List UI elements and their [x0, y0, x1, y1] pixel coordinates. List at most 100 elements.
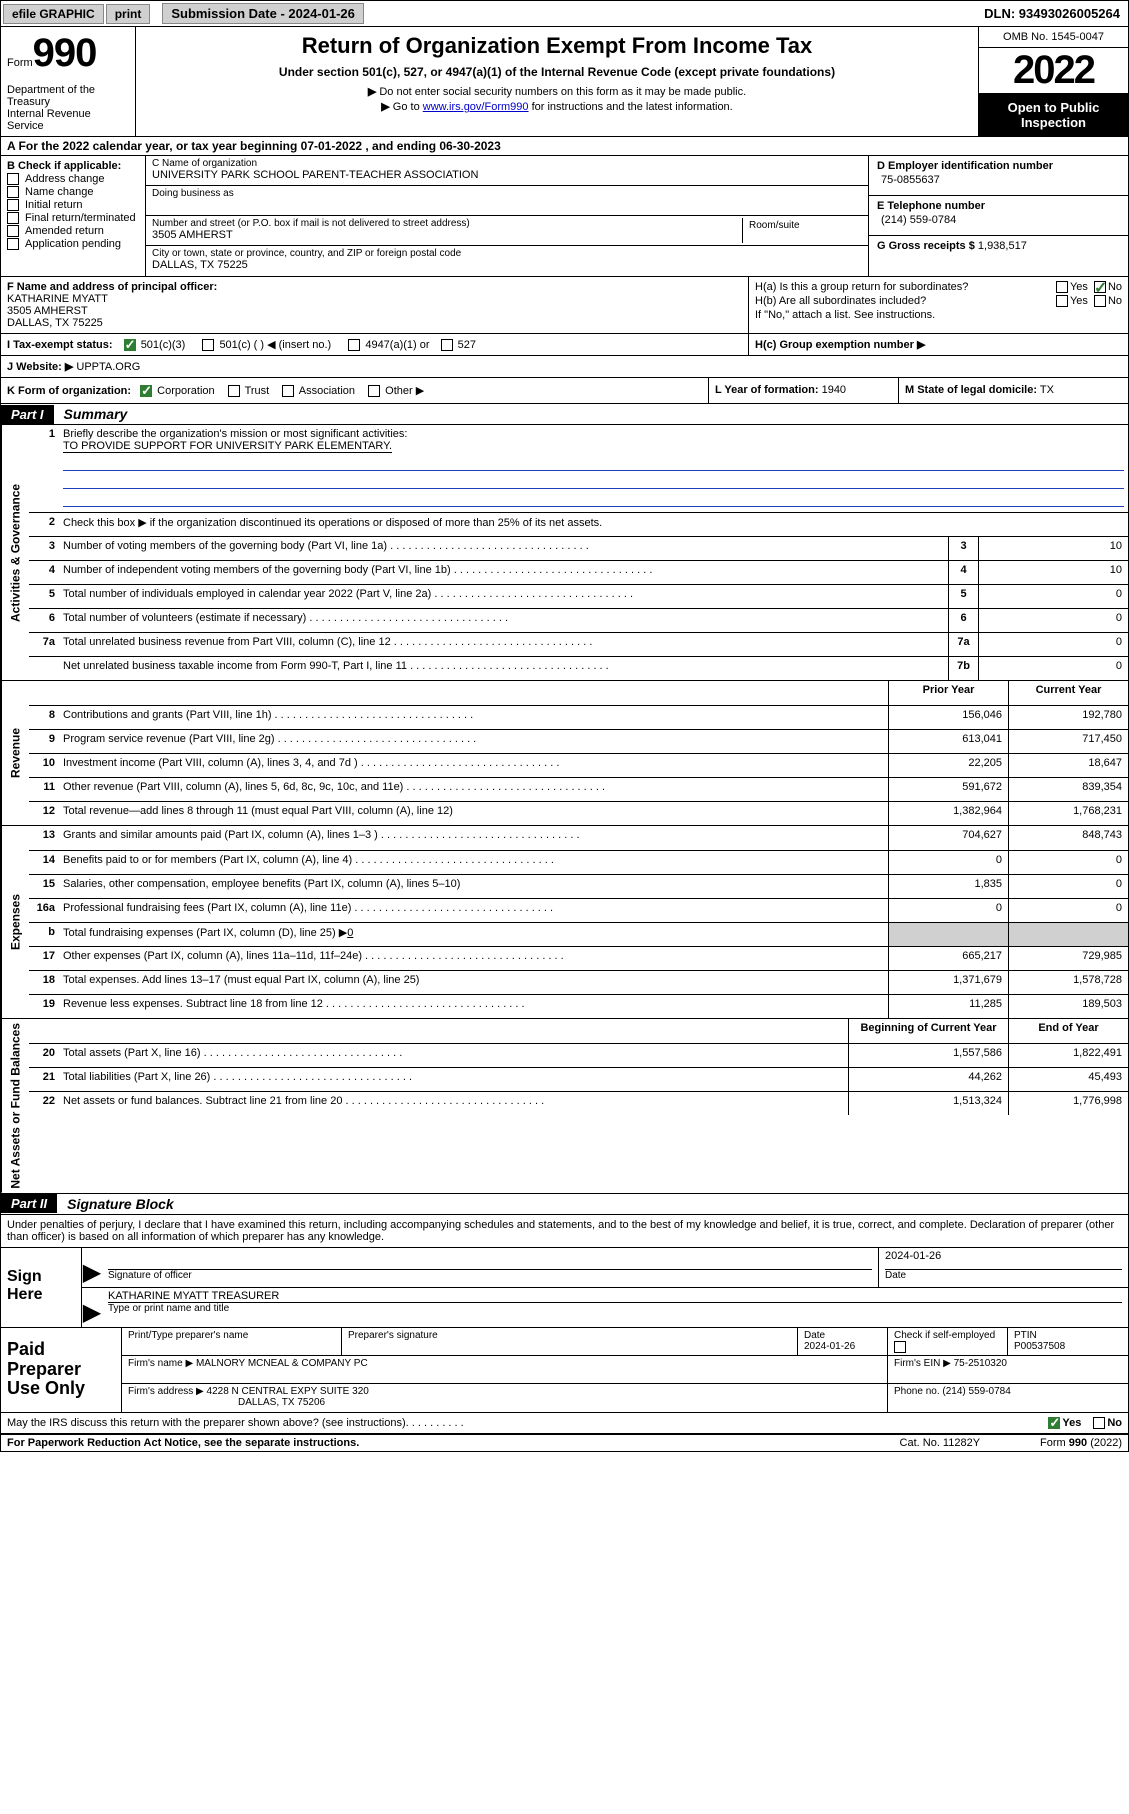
- hb-no-checkbox[interactable]: [1094, 295, 1106, 307]
- boxes-bcdeg: B Check if applicable: Address change Na…: [1, 156, 1128, 277]
- line22-current: 1,776,998: [1008, 1092, 1128, 1115]
- 4947-checkbox[interactable]: [348, 339, 360, 351]
- submission-date-button[interactable]: Submission Date - 2024-01-26: [162, 3, 364, 24]
- checkbox-address-change[interactable]: [7, 173, 19, 185]
- ha-no-checkbox[interactable]: [1094, 281, 1106, 293]
- line10-current: 18,647: [1008, 754, 1128, 777]
- preparer-name-label: Print/Type preparer's name: [122, 1328, 342, 1355]
- addr-label: Number and street (or P.O. box if mail i…: [152, 218, 742, 229]
- irs-no-checkbox[interactable]: [1093, 1417, 1105, 1429]
- 501c3-checkbox[interactable]: [124, 339, 136, 351]
- corp-checkbox[interactable]: [140, 385, 152, 397]
- row-j: J Website: ▶ UPPTA.ORG: [1, 356, 1128, 378]
- website-value: UPPTA.ORG: [76, 361, 140, 373]
- hb-yes-checkbox[interactable]: [1056, 295, 1068, 307]
- efile-graphic-button[interactable]: efile GRAPHIC: [3, 4, 104, 24]
- line18-prior: 1,371,679: [888, 971, 1008, 994]
- firm-name: MALNORY MCNEAL & COMPANY PC: [196, 1358, 368, 1369]
- box-hc: H(c) Group exemption number ▶: [748, 334, 1128, 355]
- box-f: F Name and address of principal officer:…: [1, 277, 748, 333]
- line19-label: Revenue less expenses. Subtract line 18 …: [59, 995, 888, 1018]
- row-fh: F Name and address of principal officer:…: [1, 277, 1128, 334]
- form-frame: Form990 Department of the Treasury Inter…: [0, 26, 1129, 1452]
- phone-value: (214) 559-0784: [877, 212, 1120, 226]
- vtab-revenue: Revenue: [1, 681, 29, 825]
- signature-officer-label: Signature of officer: [108, 1270, 872, 1281]
- irs-discuss-row: May the IRS discuss this return with the…: [1, 1413, 1128, 1435]
- state-domicile: TX: [1040, 384, 1054, 396]
- line17-label: Other expenses (Part IX, column (A), lin…: [59, 947, 888, 970]
- firm-addr1: 4228 N CENTRAL EXPY SUITE 320: [207, 1386, 369, 1397]
- line19-current: 189,503: [1008, 995, 1128, 1018]
- cat-number: Cat. No. 11282Y: [900, 1437, 981, 1449]
- print-button[interactable]: print: [106, 4, 151, 24]
- line14-label: Benefits paid to or for members (Part IX…: [59, 851, 888, 874]
- 501c-checkbox[interactable]: [202, 339, 214, 351]
- sign-here-label: Sign Here: [1, 1248, 81, 1327]
- line13-label: Grants and similar amounts paid (Part IX…: [59, 826, 888, 850]
- ein-value: 75-0855637: [877, 172, 1120, 186]
- goto-note: Go to www.irs.gov/Form990 for instructio…: [144, 100, 970, 113]
- preparer-date: 2024-01-26: [804, 1341, 855, 1352]
- form-prefix: Form: [7, 57, 33, 69]
- line16b-prior-shade: [888, 923, 1008, 946]
- firm-addr2: DALLAS, TX 75206: [238, 1397, 325, 1408]
- boxes-deg: D Employer identification number 75-0855…: [868, 156, 1128, 276]
- row-i-hc: I Tax-exempt status: 501(c)(3) 501(c) ( …: [1, 334, 1128, 356]
- line13-prior: 704,627: [888, 826, 1008, 850]
- checkbox-initial-return[interactable]: [7, 199, 19, 211]
- header-right: OMB No. 1545-0047 2022 Open to Public In…: [978, 27, 1128, 136]
- paid-preparer-label: Paid Preparer Use Only: [1, 1328, 121, 1412]
- line21-current: 45,493: [1008, 1068, 1128, 1091]
- preparer-date-label: Date: [804, 1330, 825, 1341]
- line11-prior: 591,672: [888, 778, 1008, 801]
- hb-label: H(b) Are all subordinates included?: [755, 295, 1056, 307]
- line14-current: 0: [1008, 851, 1128, 874]
- box-b-label: B Check if applicable:: [7, 160, 139, 172]
- line3-label: Number of voting members of the governin…: [59, 537, 948, 560]
- line20-prior: 1,557,586: [848, 1044, 1008, 1067]
- line19-prior: 11,285: [888, 995, 1008, 1018]
- 527-checkbox[interactable]: [441, 339, 453, 351]
- irs-discuss-label: May the IRS discuss this return with the…: [7, 1417, 406, 1429]
- trust-checkbox[interactable]: [228, 385, 240, 397]
- ha-yes-checkbox[interactable]: [1056, 281, 1068, 293]
- org-address: 3505 AMHERST: [152, 229, 742, 241]
- line15-prior: 1,835: [888, 875, 1008, 898]
- irs-link[interactable]: www.irs.gov/Form990: [423, 101, 529, 113]
- box-l: L Year of formation: 1940: [708, 378, 898, 403]
- checkbox-amended-return[interactable]: [7, 225, 19, 237]
- paperwork-notice: For Paperwork Reduction Act Notice, see …: [7, 1437, 359, 1449]
- assoc-checkbox[interactable]: [282, 385, 294, 397]
- line9-current: 717,450: [1008, 730, 1128, 753]
- firm-phone-label: Phone no.: [894, 1386, 940, 1397]
- sign-arrow-icon: ▶: [82, 1248, 102, 1287]
- dba-label: Doing business as: [152, 188, 862, 199]
- part1-tag: Part I: [1, 405, 54, 424]
- line20-current: 1,822,491: [1008, 1044, 1128, 1067]
- checkbox-application-pending[interactable]: [7, 238, 19, 250]
- form-subtitle: Under section 501(c), 527, or 4947(a)(1)…: [144, 65, 970, 79]
- line16b-label: Total fundraising expenses (Part IX, col…: [59, 923, 888, 946]
- part2-tag: Part II: [1, 1194, 57, 1213]
- row-klm: K Form of organization: Corporation Trus…: [1, 378, 1128, 404]
- checkbox-name-change[interactable]: [7, 186, 19, 198]
- line8-current: 192,780: [1008, 706, 1128, 729]
- line12-current: 1,768,231: [1008, 802, 1128, 825]
- irs-label: Internal Revenue Service: [7, 108, 129, 132]
- form-ref: Form 990 (2022): [1040, 1437, 1122, 1449]
- line13-current: 848,743: [1008, 826, 1128, 850]
- section-governance: Activities & Governance 1 Briefly descri…: [1, 425, 1128, 681]
- declaration-text: Under penalties of perjury, I declare th…: [1, 1215, 1128, 1248]
- other-checkbox[interactable]: [368, 385, 380, 397]
- irs-yes-checkbox[interactable]: [1048, 1417, 1060, 1429]
- line16a-current: 0: [1008, 899, 1128, 922]
- self-employed-checkbox[interactable]: [894, 1341, 906, 1353]
- prior-year-header: Prior Year: [888, 681, 1008, 705]
- line22-prior: 1,513,324: [848, 1092, 1008, 1115]
- line9-label: Program service revenue (Part VIII, line…: [59, 730, 888, 753]
- line2-label: Check this box ▶ if the organization dis…: [63, 517, 602, 529]
- box-b: B Check if applicable: Address change Na…: [1, 156, 146, 276]
- checkbox-final-return[interactable]: [7, 212, 19, 224]
- box-j-label: J Website: ▶: [7, 361, 73, 373]
